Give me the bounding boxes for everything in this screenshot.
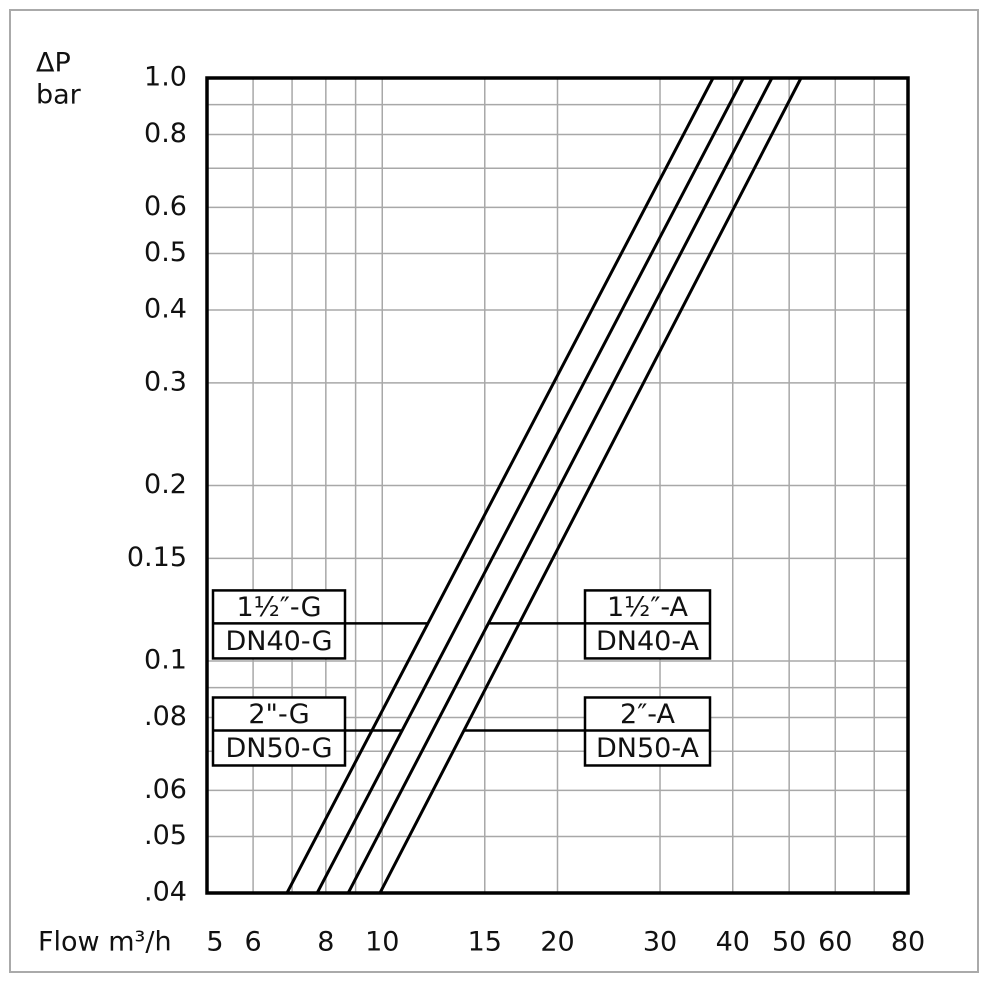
x-tick-label: 60 bbox=[818, 927, 852, 958]
curve bbox=[315, 77, 745, 894]
box-label: 1½″-G bbox=[236, 592, 321, 623]
y-tick-label: 0.8 bbox=[144, 118, 187, 149]
x-tick-label: 5 bbox=[206, 927, 223, 958]
curve bbox=[285, 77, 715, 894]
box-label: 2"-G bbox=[248, 699, 309, 730]
y-tick-label: .04 bbox=[144, 877, 187, 908]
box-label: DN50-G bbox=[226, 733, 333, 764]
curve bbox=[378, 77, 803, 894]
x-axis-label: Flow m³/h bbox=[38, 927, 172, 958]
curve bbox=[346, 77, 774, 894]
y-tick-label: 0.15 bbox=[127, 542, 187, 573]
y-axis-label: bar bbox=[36, 80, 82, 111]
y-tick-label: 0.5 bbox=[144, 237, 187, 268]
y-tick-label: 0.1 bbox=[144, 645, 187, 676]
x-tick-label: 10 bbox=[365, 927, 399, 958]
y-tick-label: .06 bbox=[144, 774, 187, 805]
box-label: DN40-G bbox=[226, 626, 333, 657]
x-tick-label: 80 bbox=[891, 927, 925, 958]
plot-frame bbox=[205, 76, 910, 895]
frame bbox=[9, 9, 979, 973]
x-tick-label: 50 bbox=[772, 927, 806, 958]
y-tick-label: 0.6 bbox=[144, 191, 187, 222]
x-tick-label: 20 bbox=[540, 927, 574, 958]
x-tick-label: 40 bbox=[716, 927, 750, 958]
x-tick-label: 30 bbox=[643, 927, 677, 958]
y-tick-label: 0.4 bbox=[144, 293, 187, 324]
x-tick-label: 6 bbox=[245, 927, 262, 958]
x-tick-label: 15 bbox=[468, 927, 502, 958]
y-tick-label: 0.2 bbox=[144, 469, 187, 500]
y-axis-label: ΔP bbox=[36, 48, 71, 79]
y-tick-label: 1.0 bbox=[144, 62, 187, 93]
y-tick-label: .08 bbox=[144, 701, 187, 732]
box-label: DN50-A bbox=[596, 733, 699, 764]
box-label: 2″-A bbox=[620, 699, 675, 730]
y-tick-label: .05 bbox=[144, 820, 187, 851]
box-label: 1½″-A bbox=[607, 592, 689, 623]
y-tick-label: 0.3 bbox=[144, 366, 187, 397]
box-label: DN40-A bbox=[596, 626, 699, 657]
x-tick-label: 8 bbox=[317, 927, 334, 958]
